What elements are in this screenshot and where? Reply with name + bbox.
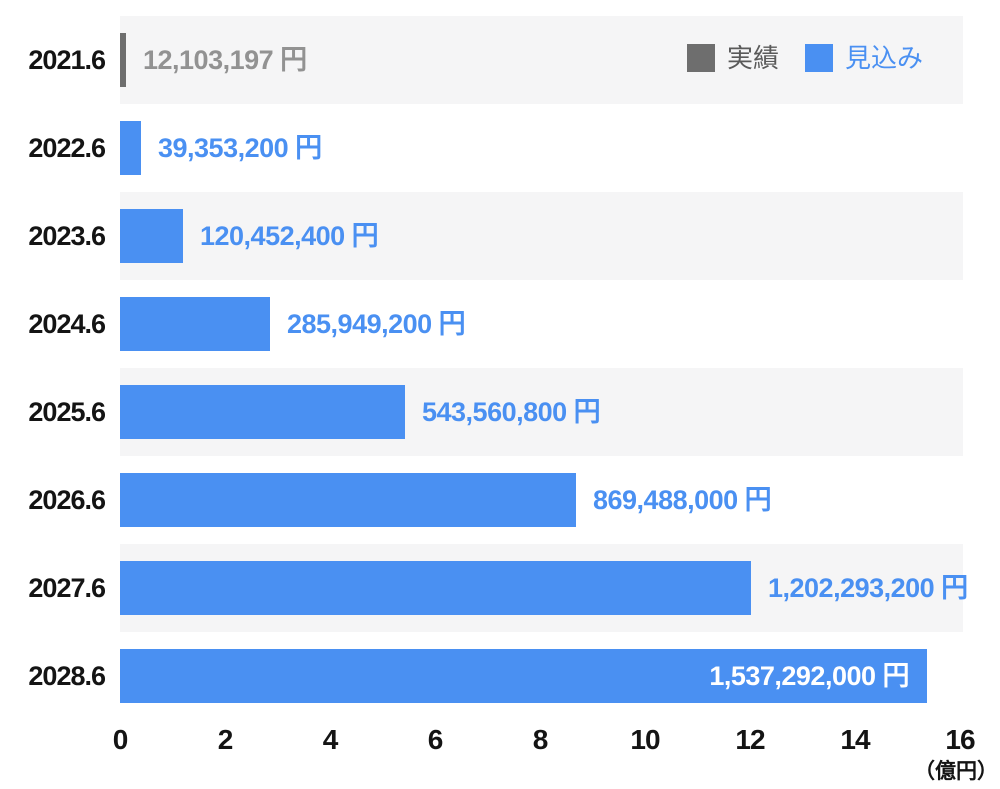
- category-label-2021-6: 2021.6: [28, 45, 106, 75]
- category-label-2022-6: 2022.6: [28, 133, 106, 163]
- value-label-2021-6: 12,103,197 円: [143, 45, 307, 75]
- category-label-2025-6: 2025.6: [28, 397, 106, 427]
- category-label-2023-6: 2023.6: [28, 221, 106, 251]
- value-label-2025-6: 543,560,800 円: [422, 397, 601, 427]
- category-label-2027-6: 2027.6: [28, 573, 106, 603]
- value-label-2027-6: 1,202,293,200 円: [768, 573, 968, 603]
- x-tick-label-6: 6: [427, 724, 444, 755]
- bar-2022-6: [120, 121, 141, 175]
- category-label-2026-6: 2026.6: [28, 485, 106, 515]
- value-label-2023-6: 120,452,400 円: [200, 221, 379, 251]
- row-band-2023-6: [120, 192, 963, 280]
- category-label-2028-6: 2028.6: [28, 661, 106, 691]
- x-tick-label-4: 4: [322, 724, 339, 755]
- x-tick-label-14: 14: [840, 724, 870, 755]
- value-label-2028-6: 1,537,292,000 円: [709, 661, 909, 691]
- bar-2028-6: [120, 649, 927, 703]
- legend-swatch-forecast: [805, 44, 834, 72]
- x-tick-label-2: 2: [217, 724, 234, 755]
- x-tick-label-8: 8: [532, 724, 549, 755]
- legend-label-actual: 実績: [727, 43, 780, 73]
- value-label-2022-6: 39,353,200 円: [158, 133, 322, 163]
- bar-2026-6: [120, 473, 576, 527]
- bar-2025-6: [120, 385, 405, 439]
- x-tick-label-0: 0: [112, 724, 129, 755]
- bar-2027-6: [120, 561, 751, 615]
- x-tick-label-16: 16: [945, 724, 975, 755]
- chart-legend: 実績 見込み: [687, 44, 923, 72]
- bar-2023-6: [120, 209, 183, 263]
- legend-swatch-actual: [687, 44, 715, 72]
- x-tick-label-10: 10: [630, 724, 660, 755]
- axis-unit-label: （億円）: [914, 760, 998, 783]
- value-label-2026-6: 869,488,000 円: [593, 485, 772, 515]
- category-label-2024-6: 2024.6: [28, 309, 106, 339]
- bar-2021-6: [120, 33, 126, 87]
- bar-2024-6: [120, 297, 270, 351]
- x-tick-label-12: 12: [735, 724, 765, 755]
- legend-label-forecast: 見込み: [845, 43, 924, 73]
- value-label-2024-6: 285,949,200 円: [287, 309, 466, 339]
